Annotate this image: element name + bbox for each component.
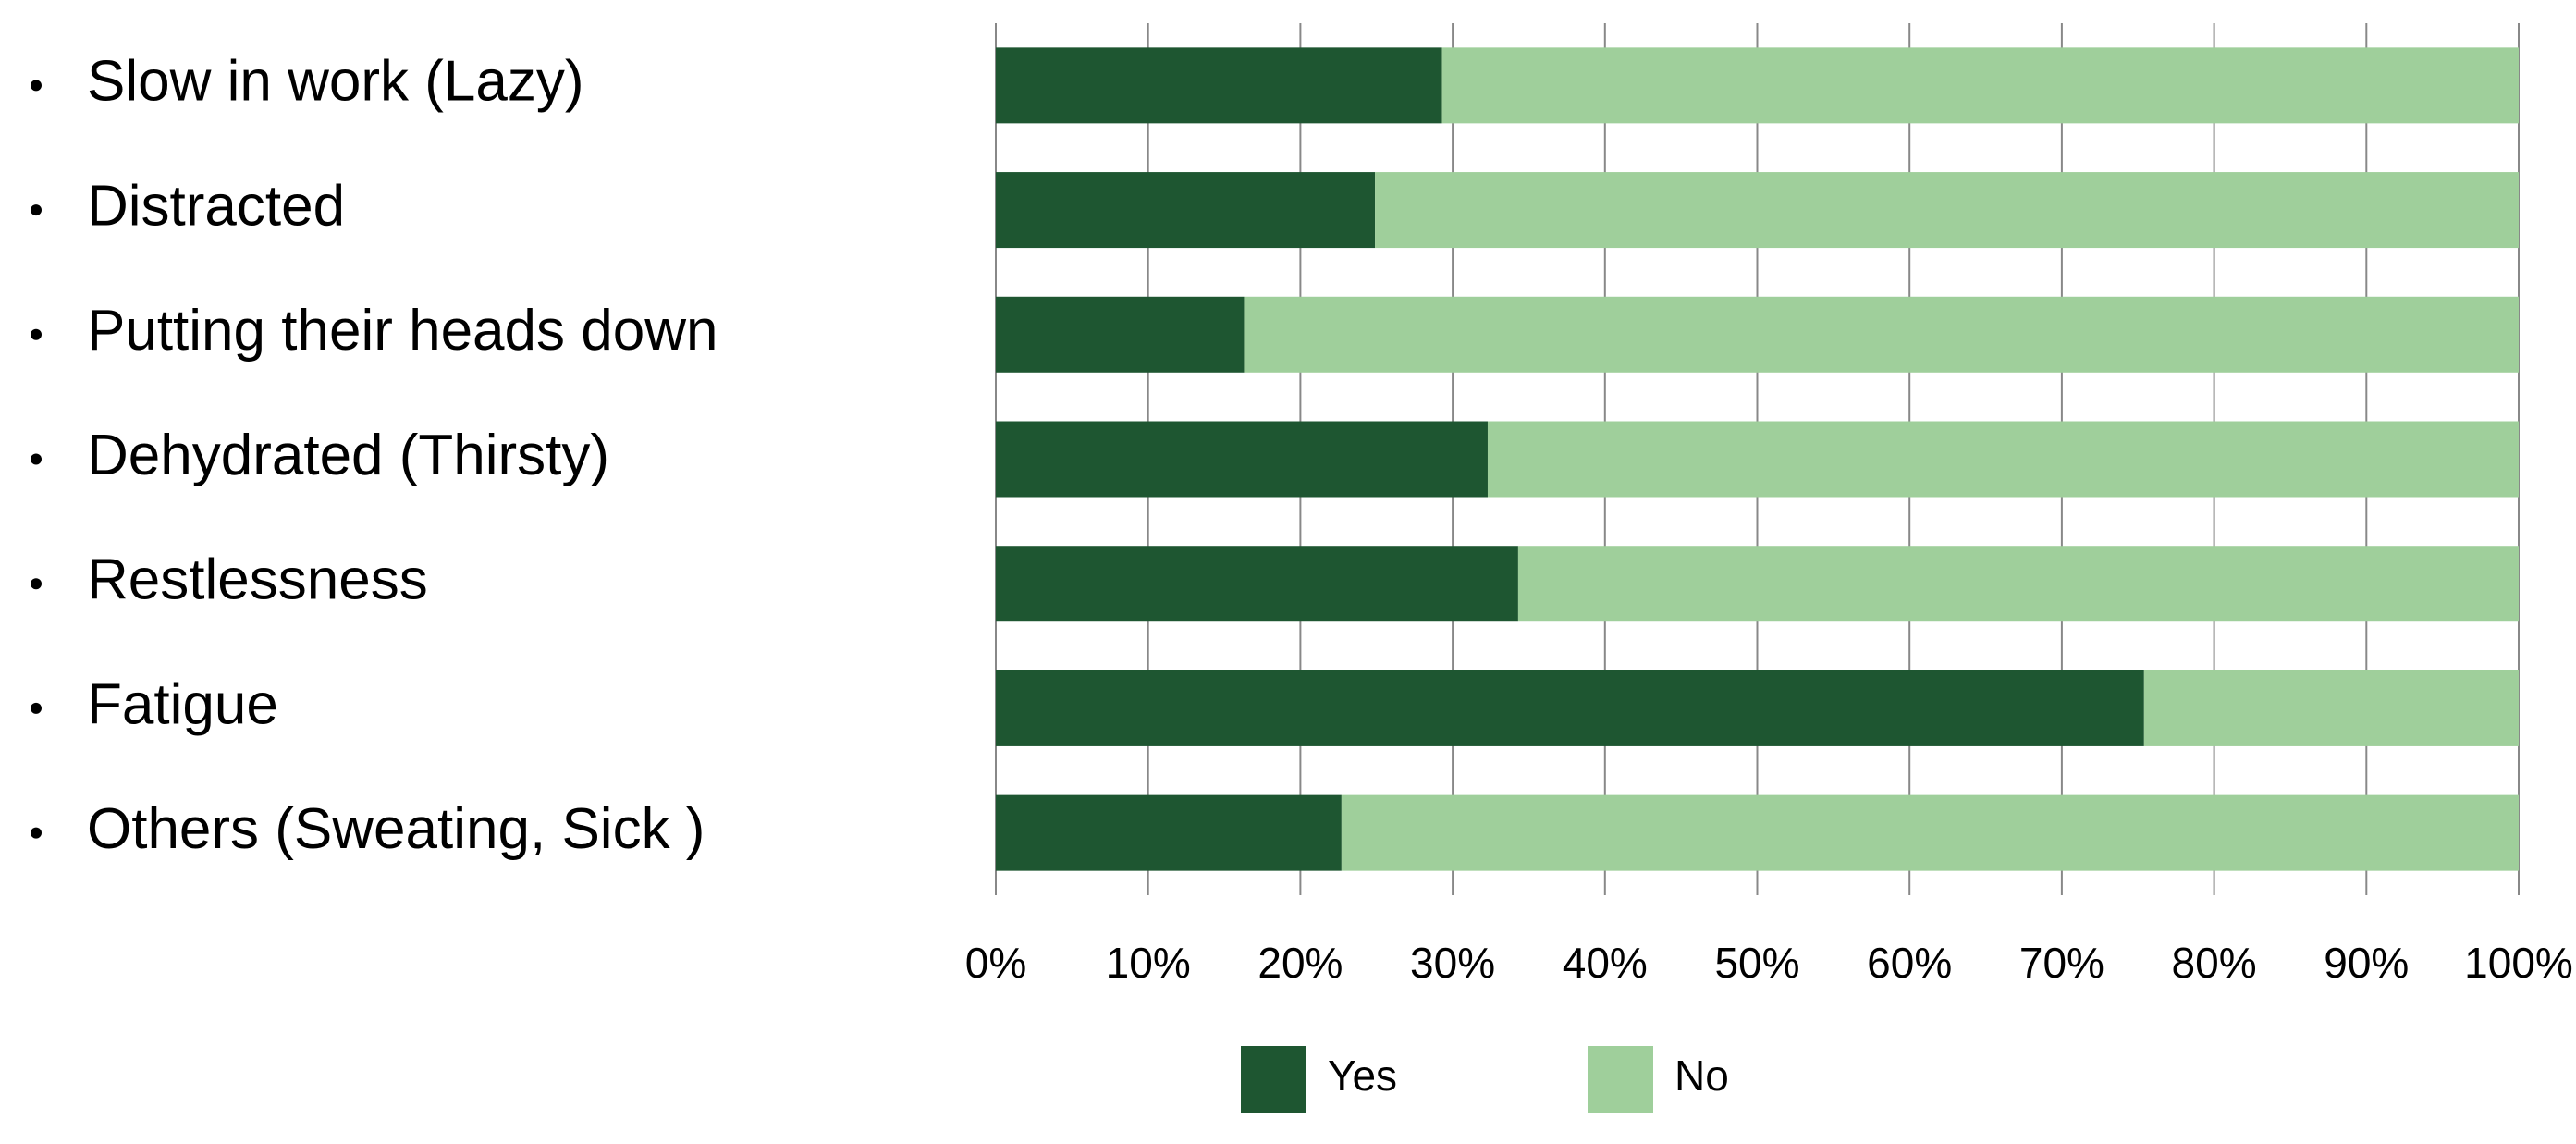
bar-segment	[2143, 670, 2519, 746]
bar-segment	[1341, 794, 2519, 871]
bar-segment	[996, 546, 1518, 622]
x-tick-label: 50%	[1714, 939, 1799, 987]
x-tick-label: 30%	[1410, 939, 1495, 987]
x-tick-label: 10%	[1106, 939, 1191, 987]
bar-segment	[1441, 47, 2519, 124]
bar-segment	[1487, 421, 2519, 498]
bullet	[31, 827, 42, 839]
legend-label: Yes	[1328, 1052, 1397, 1100]
legend-label: No	[1674, 1052, 1729, 1100]
category-label: Putting their heads down	[87, 299, 718, 363]
category-label: Others (Sweating, Sick )	[87, 797, 705, 861]
x-tick-label: 70%	[2019, 939, 2104, 987]
legend-swatch	[1241, 1046, 1306, 1113]
category-label: Fatigue	[87, 672, 278, 736]
bullet	[31, 80, 42, 92]
x-tick-label: 40%	[1563, 939, 1648, 987]
category-label: Dehydrated (Thirsty)	[87, 424, 609, 487]
bullet	[31, 204, 42, 216]
bar-segment	[996, 794, 1342, 871]
bar-segment	[996, 47, 1442, 124]
x-tick-label: 80%	[2172, 939, 2257, 987]
bar-segment	[996, 172, 1376, 249]
x-tick-label: 0%	[965, 939, 1026, 987]
x-tick-label: 60%	[1867, 939, 1952, 987]
bullet	[31, 578, 42, 590]
bar-segment	[1517, 546, 2519, 622]
x-tick-label: 20%	[1257, 939, 1343, 987]
category-label: Restlessness	[87, 548, 428, 612]
bar-segment	[996, 670, 2144, 746]
bar-segment	[1244, 296, 2519, 373]
legend-swatch	[1588, 1046, 1653, 1113]
x-tick-label: 100%	[2464, 939, 2573, 987]
x-tick-label: 90%	[2324, 939, 2409, 987]
bar-segment	[996, 421, 1488, 498]
category-label: Slow in work (Lazy)	[87, 50, 583, 114]
bullet	[31, 328, 42, 340]
bullet	[31, 453, 42, 465]
bullet	[31, 702, 42, 714]
bar-segment	[996, 296, 1245, 373]
category-label: Distracted	[87, 174, 345, 238]
bar-segment	[1375, 172, 2519, 249]
